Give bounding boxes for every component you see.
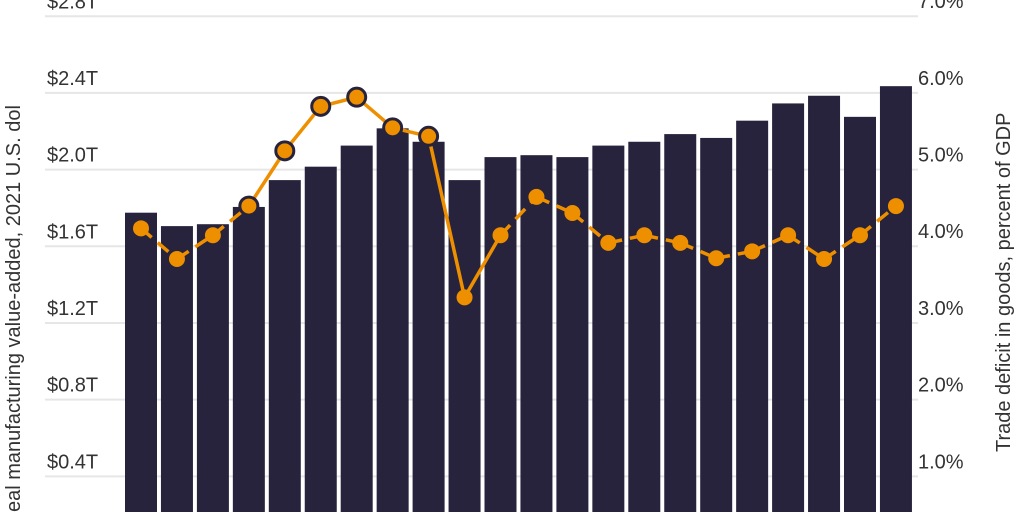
bar <box>412 141 445 512</box>
line-point <box>780 227 797 244</box>
line-point <box>528 188 545 205</box>
line-point <box>168 251 185 268</box>
right-tick-label: 7.0% <box>918 0 964 13</box>
bar <box>664 134 697 512</box>
bar <box>448 180 481 512</box>
line-point <box>310 95 332 117</box>
bar <box>484 157 517 512</box>
bar <box>700 137 733 512</box>
bar <box>628 141 661 512</box>
right-tick-label: 2.0% <box>918 375 964 397</box>
left-tick-label: $2.8T <box>47 0 98 13</box>
line-point <box>418 125 440 147</box>
line-point <box>456 289 473 306</box>
bar <box>232 206 265 512</box>
line-point <box>564 204 581 221</box>
right-axis-ticks: 1.0% 2.0% 3.0% 4.0% 5.0% 6.0% 7.0% <box>918 0 964 473</box>
bar <box>268 180 301 512</box>
line-point <box>636 227 653 244</box>
line-point <box>133 220 149 237</box>
left-axis-label: eal manufacturing value-added, 2021 U.S.… <box>3 105 25 512</box>
line-points <box>133 86 904 306</box>
bar <box>879 86 912 512</box>
bar <box>304 166 337 512</box>
left-tick-label: $0.4T <box>47 451 98 473</box>
line-point <box>744 243 761 260</box>
right-tick-label: 5.0% <box>918 145 964 167</box>
bar <box>844 116 876 512</box>
line-point <box>492 227 509 244</box>
line-segment <box>247 149 287 208</box>
line-point <box>887 198 904 215</box>
bar <box>340 145 373 512</box>
line-point <box>238 195 260 217</box>
line-point <box>382 117 404 139</box>
line-segment <box>463 234 503 299</box>
bar <box>125 212 157 512</box>
right-tick-label: 1.0% <box>918 451 964 473</box>
line-point <box>852 227 868 244</box>
bar <box>520 155 553 512</box>
bar <box>376 128 409 512</box>
line-point <box>816 251 833 268</box>
line-point <box>274 140 296 162</box>
bar <box>736 120 769 512</box>
left-tick-label: $2.0T <box>47 145 98 167</box>
left-tick-label: $1.2T <box>47 298 98 320</box>
left-tick-label: $1.6T <box>47 221 98 243</box>
bar <box>592 145 625 512</box>
bar <box>772 103 805 512</box>
right-tick-label: 3.0% <box>918 298 964 320</box>
left-axis-ticks: $0.4T $0.8T $1.2T $1.6T $2.0T $2.4T $2.8T <box>47 0 98 473</box>
bars <box>125 86 912 512</box>
left-tick-label: $2.4T <box>47 68 98 90</box>
right-tick-label: 6.0% <box>918 68 964 90</box>
left-tick-label: $0.8T <box>47 375 98 397</box>
line-point <box>204 227 221 244</box>
right-tick-label: 4.0% <box>918 221 964 243</box>
line-point <box>708 250 725 267</box>
line-point <box>600 234 617 251</box>
bar <box>160 226 193 512</box>
line-point <box>672 234 689 251</box>
bar <box>808 95 841 512</box>
line-segment <box>426 135 467 298</box>
line-point <box>346 86 368 108</box>
right-axis-label: Trade deficit in goods, percent of GDP <box>993 113 1015 452</box>
bar <box>196 224 229 512</box>
line-segment <box>499 195 538 237</box>
